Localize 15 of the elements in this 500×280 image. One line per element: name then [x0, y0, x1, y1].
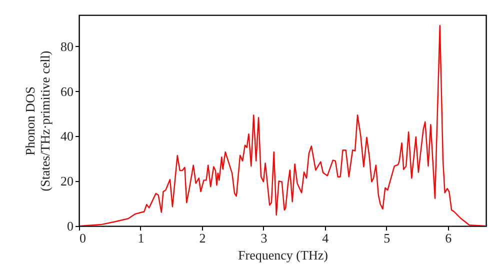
y-axis-title: Phonon DOS (States/THz·primitive cell): [22, 50, 52, 192]
x-tick-label: 0: [80, 230, 86, 246]
x-tick-label: 2: [199, 230, 206, 246]
y-tick-label: 40: [60, 128, 74, 144]
line-series: [80, 24, 486, 226]
y-tick-label: 0: [67, 218, 74, 234]
x-axis-title: Frequency (THz): [238, 248, 328, 262]
x-tick-label: 1: [138, 230, 144, 246]
y-tick-label: 60: [60, 84, 74, 99]
x-tick-label: 4: [322, 230, 330, 246]
x-tick-label: 5: [384, 230, 390, 246]
x-tick-label: 6: [445, 230, 452, 246]
y-tick-label: 20: [60, 174, 74, 189]
x-tick-label: 3: [260, 230, 268, 246]
y-tick-label: 80: [60, 38, 74, 54]
